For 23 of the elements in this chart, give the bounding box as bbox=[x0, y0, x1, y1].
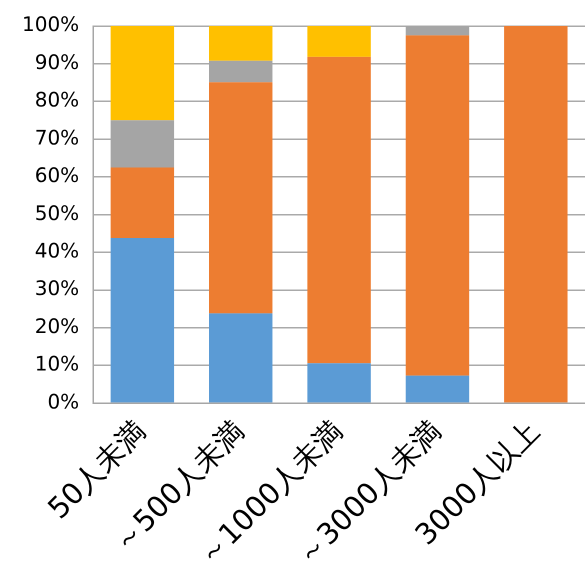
y-tick-label: 70% bbox=[34, 125, 80, 150]
y-tick-label: 40% bbox=[34, 238, 80, 263]
y-tick-label: 80% bbox=[34, 88, 80, 112]
bar bbox=[110, 26, 174, 120]
y-tick-label: 20% bbox=[34, 314, 80, 338]
bar bbox=[209, 313, 272, 402]
y-tick-label: 10% bbox=[34, 352, 80, 376]
y-tick-label: 60% bbox=[34, 163, 80, 188]
bar bbox=[504, 26, 568, 402]
bar bbox=[307, 56, 371, 364]
bar bbox=[110, 238, 174, 402]
bar bbox=[110, 167, 174, 238]
bar bbox=[406, 35, 470, 376]
y-tick-label: 50% bbox=[34, 200, 80, 225]
y-tick-label: 90% bbox=[34, 50, 80, 74]
bar bbox=[209, 26, 272, 61]
bar bbox=[406, 376, 470, 402]
bar bbox=[307, 363, 371, 402]
y-tick-label: 0% bbox=[47, 389, 80, 414]
bar bbox=[209, 82, 272, 314]
bar bbox=[307, 26, 371, 57]
y-tick-label: 30% bbox=[34, 276, 80, 300]
y-tick-label: 100% bbox=[22, 12, 80, 36]
